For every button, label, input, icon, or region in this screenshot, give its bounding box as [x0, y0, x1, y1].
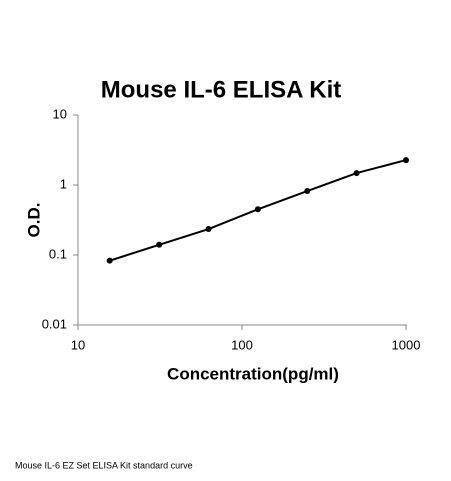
x-tick-label: 1000	[392, 337, 421, 352]
y-tick-label: 10	[53, 106, 67, 121]
x-tick-label: 10	[71, 337, 85, 352]
point	[403, 157, 409, 164]
point	[156, 241, 163, 248]
x-axis-label: Concentration(pg/ml)	[167, 364, 339, 383]
point	[254, 206, 261, 213]
caption: Mouse IL-6 EZ Set ELISA Kit standard cur…	[15, 460, 193, 470]
y-tick-label: 0.1	[49, 246, 67, 261]
y-tick-label: 1	[60, 176, 67, 191]
point	[106, 257, 113, 264]
x-tick-label: 100	[231, 337, 253, 352]
point	[353, 170, 360, 177]
y-tick-label: 0.01	[42, 316, 67, 331]
chart-title: Mouse IL-6 ELISA Kit	[101, 76, 341, 103]
point	[304, 188, 311, 195]
y-axis-label: O.D.	[24, 203, 43, 238]
point	[205, 226, 212, 233]
